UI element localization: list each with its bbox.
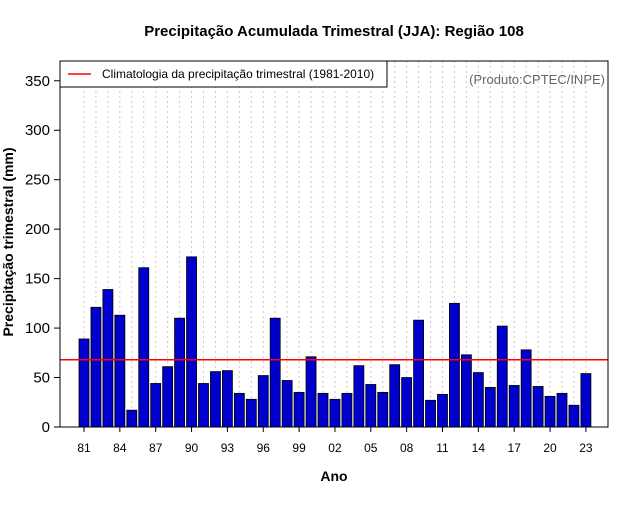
- bar-2000: [305, 356, 317, 428]
- x-tick-label: 05: [364, 441, 378, 455]
- bar-2020: [544, 395, 556, 428]
- x-tick-label: 93: [221, 441, 235, 455]
- bar-2005: [365, 384, 377, 428]
- y-tick-label: 350: [25, 73, 50, 90]
- bar-1983: [102, 289, 114, 428]
- bar-2001: [317, 392, 329, 428]
- bar-2015: [484, 387, 496, 428]
- x-tick-label: 96: [257, 441, 271, 455]
- x-axis: 81 84 87 90 93 96 99 02 05 08 11 14 17 20 23: [77, 427, 593, 455]
- bar-1986: [138, 267, 150, 428]
- bar-2013: [460, 354, 472, 428]
- bar-2008: [401, 377, 413, 428]
- bar-1982: [90, 306, 102, 428]
- bar-1994: [233, 392, 245, 428]
- x-tick-label: 99: [292, 441, 306, 455]
- bar-1989: [174, 317, 186, 428]
- x-tick-label: 02: [328, 441, 342, 455]
- x-tick-label: 14: [472, 441, 486, 455]
- bar-1981: [78, 338, 90, 428]
- bar-2021: [556, 392, 568, 428]
- bar-2009: [413, 319, 425, 428]
- bar-2006: [377, 391, 389, 428]
- legend-label-climatology: Climatologia da precipitação trimestral …: [102, 67, 374, 81]
- x-axis-label: Ano: [320, 468, 347, 484]
- bar-1997: [269, 317, 281, 428]
- bar-1985: [126, 409, 138, 428]
- bar-2012: [449, 302, 460, 428]
- bar-1987: [150, 383, 162, 428]
- y-tick-label: 300: [25, 122, 50, 139]
- credit-text: (Produto:CPTEC/INPE): [469, 72, 605, 87]
- bar-2016: [496, 325, 508, 428]
- x-tick-label: 90: [185, 441, 199, 455]
- bar-1991: [198, 383, 209, 428]
- bar-1995: [245, 398, 257, 428]
- bar-1998: [281, 380, 293, 428]
- bar-2018: [520, 349, 532, 428]
- x-tick-label: 11: [436, 441, 449, 455]
- y-tick-label: 250: [25, 172, 50, 189]
- bar-1999: [293, 391, 305, 428]
- x-tick-label: 20: [543, 441, 557, 455]
- bars-layer: [78, 256, 592, 428]
- bar-2007: [389, 364, 401, 428]
- bar-2019: [532, 386, 544, 428]
- grid-layer: [83, 61, 587, 427]
- x-tick-label: 17: [508, 441, 522, 455]
- legend-box: [59, 60, 388, 88]
- y-axis-label: Precipitação trimestral (mm): [0, 147, 16, 336]
- x-tick-label: 81: [77, 441, 91, 455]
- legend: Climatologia da precipitação trimestral …: [59, 60, 388, 88]
- bar-2022: [568, 404, 580, 428]
- x-tick-label: 08: [400, 441, 414, 455]
- bar-1996: [257, 375, 269, 428]
- y-tick-label: 100: [25, 320, 50, 337]
- bar-2017: [508, 385, 520, 428]
- bar-2003: [341, 392, 353, 428]
- bar-2004: [353, 365, 365, 428]
- y-axis: 0 50 100 150 200 250 300 350: [25, 73, 60, 436]
- bar-2023: [580, 373, 592, 428]
- y-tick-label: 0: [42, 419, 50, 436]
- bar-2011: [437, 393, 448, 428]
- bar-2014: [472, 372, 484, 428]
- y-tick-label: 200: [25, 221, 50, 238]
- bar-1988: [162, 366, 174, 428]
- bar-1990: [186, 256, 197, 428]
- y-tick-label: 150: [25, 271, 50, 288]
- bar-2010: [425, 399, 436, 428]
- bar-2002: [329, 398, 341, 428]
- x-tick-label: 84: [113, 441, 127, 455]
- bar-1992: [210, 371, 221, 428]
- bar-1993: [221, 370, 233, 428]
- y-tick-label: 50: [33, 370, 50, 387]
- x-tick-label: 23: [579, 441, 593, 455]
- chart-title: Precipitação Acumulada Trimestral (JJA):…: [144, 23, 524, 40]
- x-tick-label: 87: [149, 441, 163, 455]
- bar-1984: [114, 314, 126, 428]
